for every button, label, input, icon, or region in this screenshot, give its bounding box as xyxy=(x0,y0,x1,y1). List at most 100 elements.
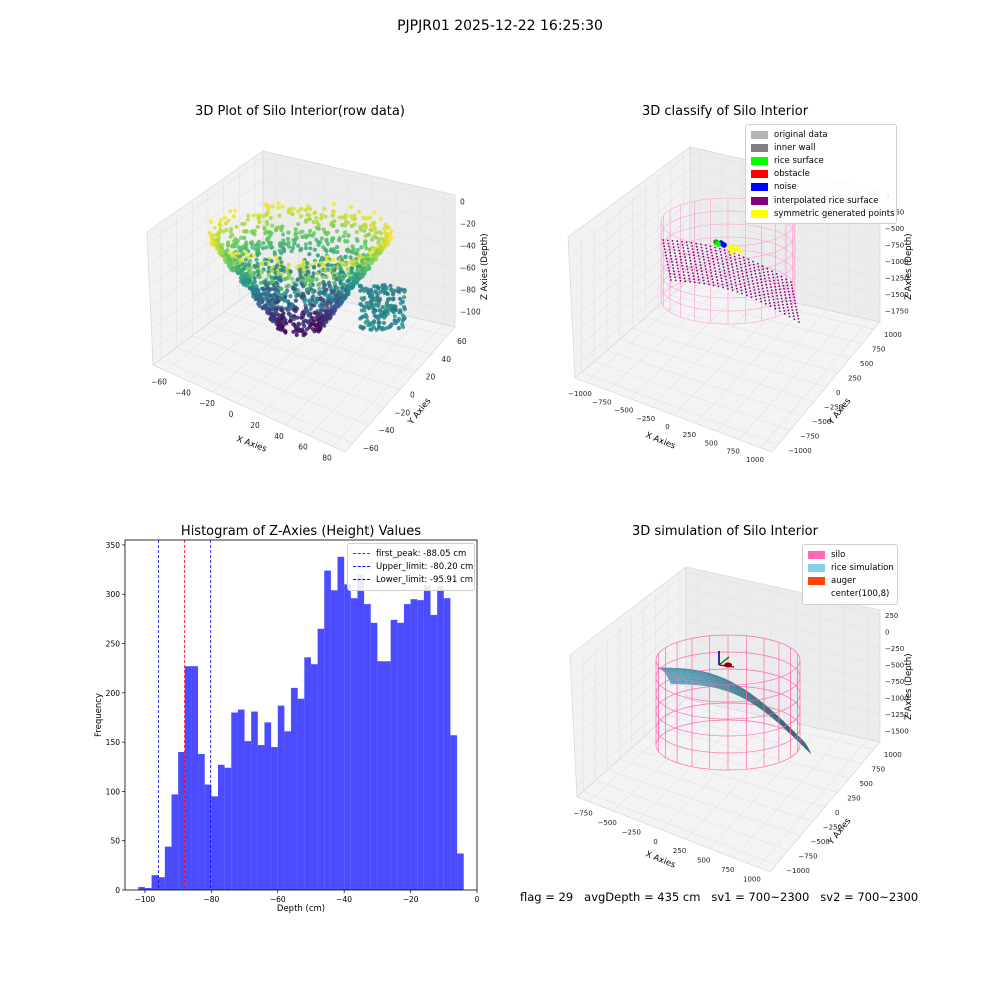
data-point xyxy=(268,293,273,298)
data-point xyxy=(343,219,349,224)
data-point xyxy=(318,325,323,330)
surface-facet xyxy=(696,674,705,678)
surface-facet xyxy=(788,726,797,735)
data-point xyxy=(225,241,230,246)
data-point xyxy=(274,311,279,316)
surface-facet xyxy=(722,680,731,685)
interpolated-point xyxy=(745,268,747,271)
data-point xyxy=(289,276,294,281)
data-point xyxy=(344,292,349,297)
data-point xyxy=(341,293,346,298)
data-point xyxy=(274,225,279,230)
data-point xyxy=(277,296,282,301)
data-point xyxy=(333,293,338,298)
surface-facet xyxy=(691,675,700,679)
data-point xyxy=(276,277,281,282)
data-point xyxy=(383,307,388,312)
data-point xyxy=(305,261,310,266)
interpolated-point xyxy=(704,265,707,267)
data-point xyxy=(279,296,284,301)
z-tick-label: −60 xyxy=(460,264,476,273)
data-point xyxy=(340,273,345,278)
data-point xyxy=(288,294,293,299)
data-point xyxy=(276,324,281,329)
data-point xyxy=(233,249,238,255)
data-point xyxy=(330,267,335,272)
data-point xyxy=(361,223,366,228)
data-point xyxy=(303,318,308,323)
surface-facet xyxy=(711,673,720,677)
data-point xyxy=(339,298,344,303)
surface-facet xyxy=(684,673,693,676)
data-point xyxy=(310,318,315,323)
data-point xyxy=(344,291,349,297)
data-point xyxy=(231,214,236,219)
data-point xyxy=(386,225,391,230)
data-point xyxy=(301,263,306,268)
interpolated-point xyxy=(665,257,668,260)
interpolated-point xyxy=(723,269,726,272)
data-point xyxy=(255,248,260,253)
data-point xyxy=(268,303,273,308)
data-point xyxy=(393,321,398,326)
data-point xyxy=(240,263,245,268)
data-point xyxy=(391,296,396,301)
data-point xyxy=(317,303,322,309)
data-point xyxy=(236,270,241,275)
data-point xyxy=(369,223,374,228)
data-point xyxy=(385,238,390,243)
x-tick-label: −100 xyxy=(135,895,156,904)
surface-facet xyxy=(680,676,688,680)
data-point xyxy=(366,257,372,262)
data-point xyxy=(307,233,312,238)
data-point xyxy=(359,272,364,277)
data-point xyxy=(328,268,333,273)
surface-facet xyxy=(720,677,728,682)
data-point xyxy=(395,289,401,294)
data-point xyxy=(345,285,350,290)
data-point xyxy=(257,274,262,279)
data-point xyxy=(301,284,306,289)
data-point xyxy=(269,315,274,320)
data-point xyxy=(294,332,299,337)
interpolated-point xyxy=(788,312,790,315)
data-point xyxy=(303,242,308,247)
data-point xyxy=(223,252,228,257)
data-point xyxy=(355,266,361,271)
interpolated-point xyxy=(745,271,748,274)
data-point xyxy=(380,283,385,288)
data-point xyxy=(319,306,324,312)
interpolated-point xyxy=(674,279,677,282)
interpolated-point xyxy=(683,274,685,276)
data-point xyxy=(330,271,335,276)
data-point xyxy=(327,293,332,298)
data-point xyxy=(210,238,216,243)
data-point xyxy=(350,266,355,271)
interpolated-point xyxy=(785,278,788,281)
data-point xyxy=(361,270,366,275)
interpolated-point xyxy=(715,273,717,275)
data-point xyxy=(339,295,345,300)
surface-facet xyxy=(787,725,795,735)
data-point xyxy=(391,297,396,302)
data-point xyxy=(358,227,363,232)
surface-facet xyxy=(785,725,794,733)
surface-facet xyxy=(724,678,732,683)
histogram-bar xyxy=(297,698,305,890)
x-tick-label: 500 xyxy=(697,857,710,865)
data-point xyxy=(246,213,251,218)
data-point xyxy=(340,289,345,294)
data-point xyxy=(383,231,388,236)
data-point xyxy=(288,318,293,323)
data-point xyxy=(336,262,341,267)
interpolated-point xyxy=(702,276,704,279)
data-point xyxy=(324,238,329,243)
data-point xyxy=(331,311,336,316)
data-point xyxy=(269,311,274,316)
data-point xyxy=(339,277,344,282)
surface-facet xyxy=(720,678,730,684)
data-point xyxy=(234,260,239,265)
data-point xyxy=(366,304,371,309)
interpolated-point xyxy=(686,268,689,271)
data-point xyxy=(218,246,223,251)
